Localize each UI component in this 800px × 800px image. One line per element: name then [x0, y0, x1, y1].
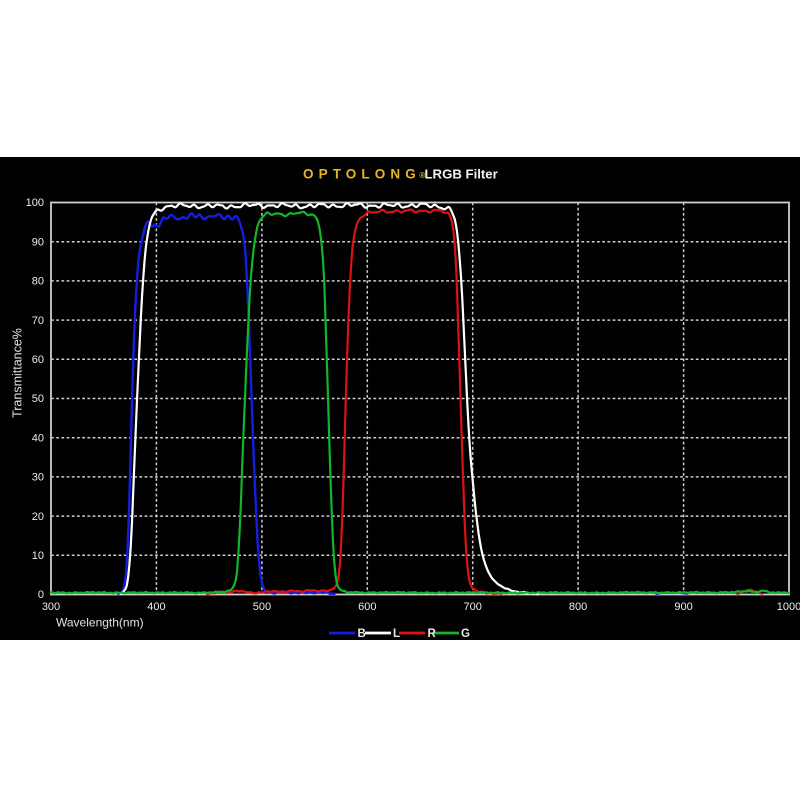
svg-text:1000: 1000	[777, 601, 800, 613]
svg-text:0: 0	[38, 589, 44, 601]
svg-text:Wavelength(nm): Wavelength(nm)	[56, 616, 144, 630]
svg-text:400: 400	[147, 601, 165, 613]
svg-text:100: 100	[26, 197, 44, 209]
svg-text:R: R	[428, 628, 437, 640]
svg-text:10: 10	[32, 550, 44, 562]
svg-text:900: 900	[674, 601, 692, 613]
svg-text:30: 30	[32, 472, 44, 484]
svg-text:800: 800	[569, 601, 587, 613]
svg-text:OPTOLONG®: OPTOLONG®	[303, 167, 425, 182]
svg-text:Transmittance%: Transmittance%	[11, 328, 25, 418]
svg-text:500: 500	[253, 601, 271, 613]
svg-text:40: 40	[32, 432, 44, 444]
svg-text:700: 700	[464, 601, 482, 613]
svg-text:L: L	[393, 628, 400, 640]
svg-text:G: G	[461, 628, 470, 640]
svg-text:80: 80	[32, 276, 44, 288]
svg-text:60: 60	[32, 354, 44, 366]
svg-text:50: 50	[32, 393, 44, 405]
svg-text:300: 300	[42, 601, 60, 613]
svg-text:20: 20	[32, 511, 44, 523]
svg-text:LRGB Filter: LRGB Filter	[425, 167, 498, 182]
svg-text:600: 600	[358, 601, 376, 613]
svg-text:90: 90	[32, 236, 44, 248]
svg-text:70: 70	[32, 315, 44, 327]
svg-text:B: B	[358, 628, 366, 640]
